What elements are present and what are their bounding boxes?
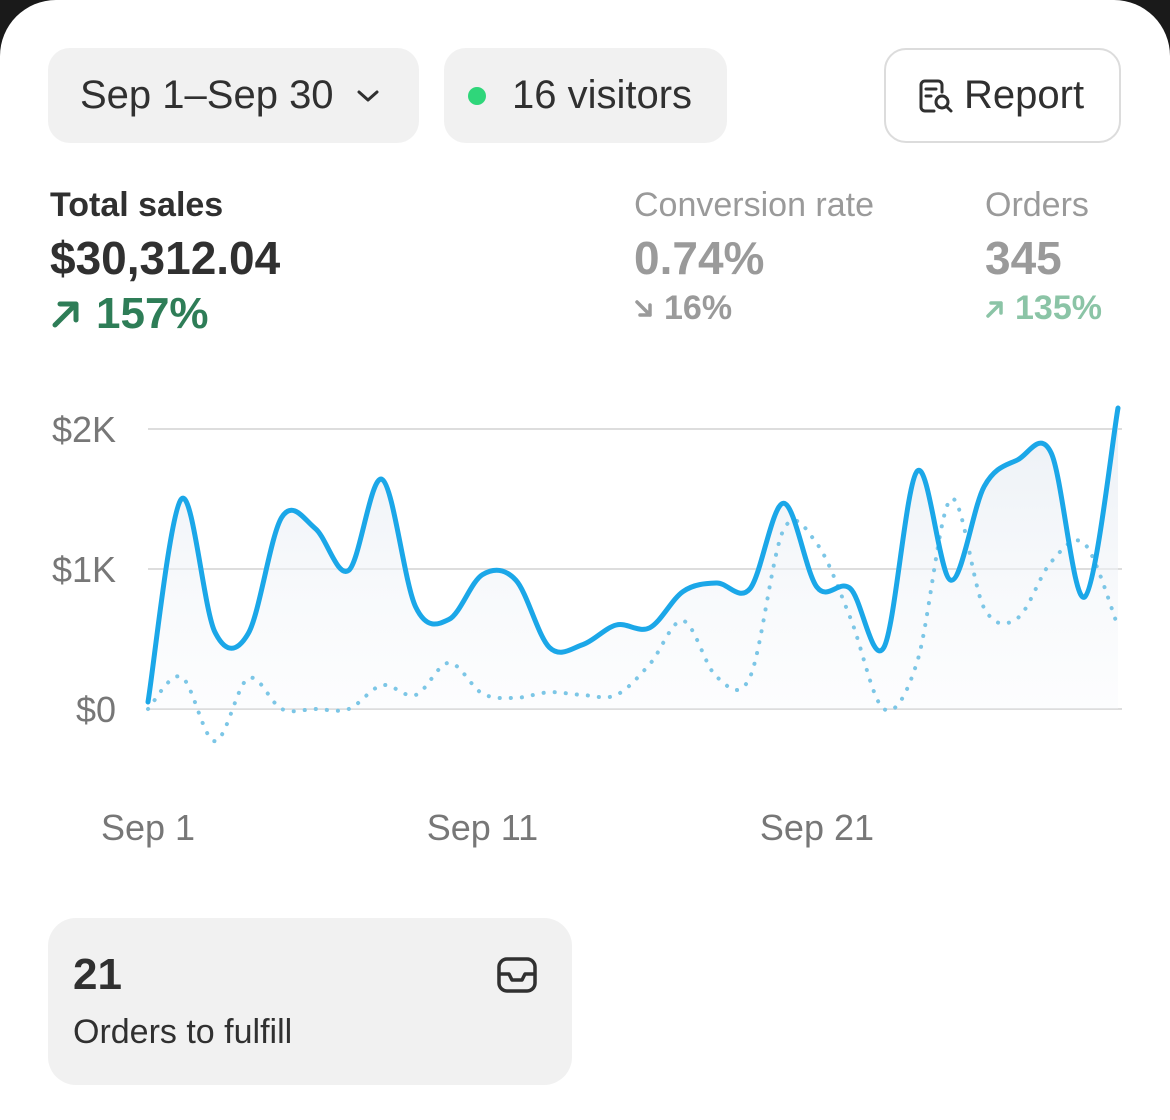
orders-value: 345 xyxy=(985,232,1062,284)
orders-to-fulfill-tile[interactable]: 21 Orders to fulfill xyxy=(48,918,572,1085)
x-tick-label: Sep 1 xyxy=(101,807,195,848)
y-tick-label: $0 xyxy=(76,689,116,730)
arrow-up-right-icon xyxy=(985,299,1005,319)
total-sales-change-value: 157% xyxy=(96,289,209,338)
conversion-rate-change-value: 16% xyxy=(664,289,733,327)
total-sales-change: 157% xyxy=(50,289,280,339)
chevron-down-icon xyxy=(356,88,380,104)
total-sales-label: Total sales xyxy=(50,186,224,224)
x-tick-label: Sep 21 xyxy=(760,807,874,848)
comparison-series-line xyxy=(146,496,1120,744)
conversion-rate-metric[interactable]: Conversion rate 0.74% 16% xyxy=(634,186,874,328)
orders-to-fulfill-label: Orders to fulfill xyxy=(73,1013,293,1051)
live-visitors-badge[interactable]: 16 visitors xyxy=(444,48,727,143)
y-tick-label: $2K xyxy=(52,409,116,450)
report-button[interactable]: Report xyxy=(884,48,1121,143)
total-sales-value: $30,312.04 xyxy=(50,232,281,284)
total-sales-metric[interactable]: Total sales $30,312.04 157% xyxy=(50,186,280,339)
orders-to-fulfill-count: 21 xyxy=(73,950,122,999)
y-tick-label: $1K xyxy=(52,549,116,590)
arrow-up-right-icon xyxy=(50,298,82,330)
sales-area-fill xyxy=(148,408,1118,709)
live-dot-icon xyxy=(468,86,486,105)
date-range-label: Sep 1–Sep 30 xyxy=(80,73,334,117)
report-label: Report xyxy=(964,73,1085,117)
visitors-label: 16 visitors xyxy=(512,73,693,117)
conversion-rate-value: 0.74% xyxy=(634,232,765,284)
sales-line-chart[interactable]: $2K $1K $0 Sep 1 Sep 11 Sep 21 xyxy=(0,370,1170,870)
orders-change-value: 135% xyxy=(1015,289,1102,327)
arrow-down-right-icon xyxy=(634,299,654,319)
conversion-rate-change: 16% xyxy=(634,289,874,328)
report-search-icon xyxy=(916,77,954,115)
orders-label: Orders xyxy=(985,186,1089,224)
orders-metric[interactable]: Orders 345 135% xyxy=(985,186,1102,328)
x-tick-label: Sep 11 xyxy=(427,807,538,848)
conversion-rate-label: Conversion rate xyxy=(634,186,875,224)
inbox-icon xyxy=(496,956,538,999)
orders-change: 135% xyxy=(985,289,1102,328)
date-range-selector[interactable]: Sep 1–Sep 30 xyxy=(48,48,419,143)
current-series-line xyxy=(145,405,1121,705)
